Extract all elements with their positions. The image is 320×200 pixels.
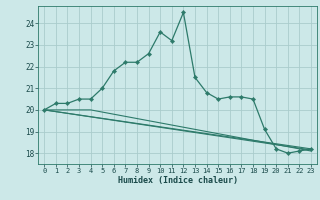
X-axis label: Humidex (Indice chaleur): Humidex (Indice chaleur) <box>118 176 238 185</box>
